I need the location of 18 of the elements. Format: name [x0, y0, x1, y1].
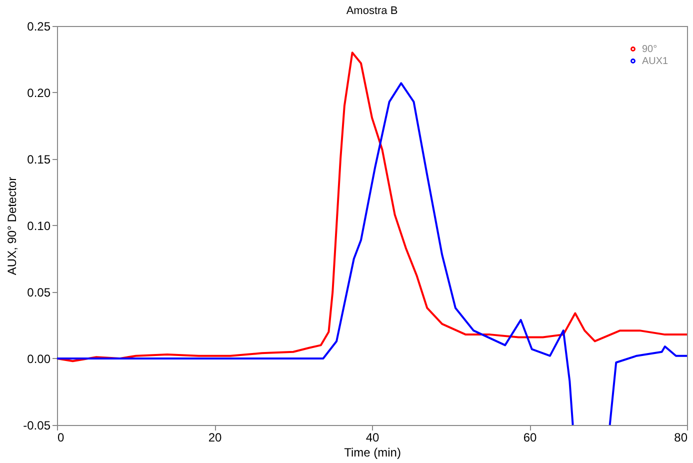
- legend-label: 90°: [642, 44, 658, 55]
- y-tick-label: 0.15: [27, 152, 51, 166]
- y-tick-label: 0.00: [27, 352, 51, 366]
- x-tick-label: 20: [208, 430, 222, 444]
- x-tick-label: 60: [523, 430, 537, 444]
- y-tick-label: -0.05: [23, 418, 51, 432]
- y-tick-label: 0.10: [27, 219, 51, 233]
- x-tick-label: 0: [58, 430, 64, 444]
- x-tick-label: 80: [674, 430, 688, 444]
- y-tick-label: 0.20: [27, 86, 51, 100]
- legend-label: AUX1: [642, 56, 669, 67]
- x-axis-title: Time (min): [344, 446, 401, 460]
- chart-title: Amostra B: [346, 5, 398, 17]
- y-axis-title: AUX, 90° Detector: [5, 176, 20, 276]
- line-series: [56, 52, 688, 362]
- y-tick-label: 0.25: [27, 20, 51, 34]
- x-tick-label: 40: [366, 430, 380, 444]
- y-tick-label: 0.05: [27, 286, 51, 300]
